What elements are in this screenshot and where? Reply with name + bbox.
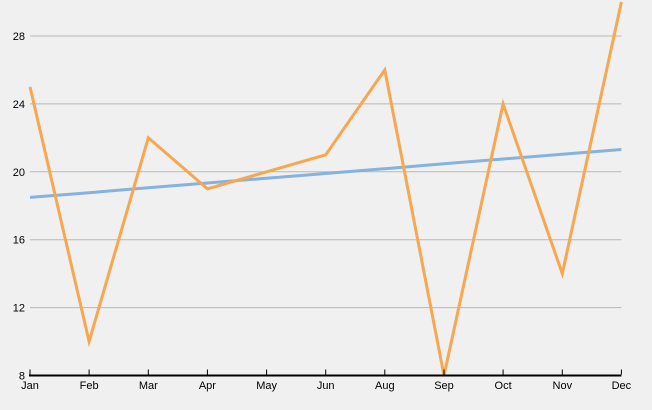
x-tick-label: Apr [199, 380, 216, 392]
x-axis-tick-labels: Jan Feb Mar Apr May Jun Aug Sep Oct Nov Dec [21, 380, 632, 392]
y-tick-label: 16 [13, 235, 25, 247]
y-axis-tick-labels: 8 12 16 20 24 28 [13, 31, 25, 383]
y-tick-label: 20 [13, 167, 25, 179]
y-gridlines [30, 35, 622, 309]
x-tick-label: Nov [553, 380, 573, 392]
x-tick-label: Aug [375, 380, 395, 392]
x-tick-label: Jun [317, 380, 335, 392]
x-tick-label: Oct [495, 380, 512, 392]
x-tick-label: Dec [612, 380, 632, 392]
y-tick-label: 24 [13, 99, 25, 111]
y-tick-label: 28 [13, 31, 25, 43]
x-tick-label: Sep [434, 380, 454, 392]
x-tick-label: Feb [80, 380, 99, 392]
x-tick-label: Mar [139, 380, 158, 392]
data-series [28, 1, 623, 376]
series-line-monthly-values [28, 1, 623, 376]
x-tick-label: May [256, 380, 277, 392]
y-tick-label: 12 [13, 303, 25, 315]
x-axis [29, 369, 622, 377]
x-tick-label: Jan [21, 380, 39, 392]
y-tick-label: 8 [19, 371, 25, 383]
